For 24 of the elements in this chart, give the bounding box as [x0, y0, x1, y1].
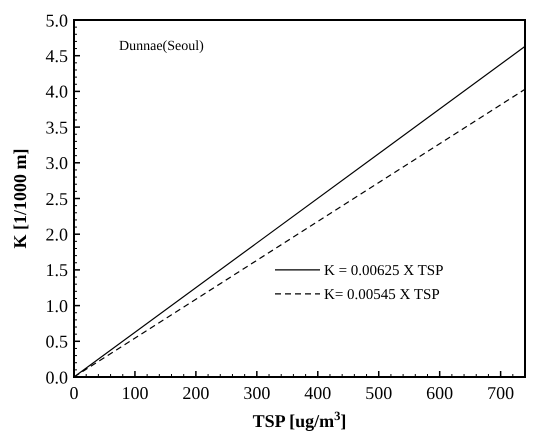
annotation: Dunnae(Seoul) [119, 39, 204, 54]
y-tick-label: 5.0 [46, 10, 68, 30]
x-tick-label: 700 [487, 383, 514, 403]
y-tick-label: 1.0 [46, 296, 68, 316]
x-tick-label: 100 [121, 383, 148, 403]
x-axis-title: TSP [ug/m$^{3}$] [252, 409, 346, 431]
y-tick-label: 0.5 [46, 332, 68, 352]
y-tick-label: 4.5 [46, 46, 68, 66]
y-tick-label: 0.0 [46, 367, 68, 388]
y-tick-label: 3.0 [46, 153, 68, 174]
y-tick-label: 1.5 [46, 260, 68, 280]
legend-label: K = 0.00625 X TSP [324, 263, 444, 280]
y-axis-title: K [1/1000 m] [10, 148, 30, 248]
y-tick-label: 4.0 [46, 82, 68, 102]
x-tick-label: 400 [304, 383, 332, 403]
x-tick-label: 500 [365, 383, 392, 403]
y-tick-label: 3.5 [46, 117, 68, 138]
x-tick-label: 0 [70, 383, 78, 403]
x-tick-label: 200 [182, 383, 210, 403]
legend-label: K= 0.00545 X TSP [324, 287, 440, 304]
x-tick-label: 300 [243, 383, 270, 403]
y-tick-label: 2.0 [46, 224, 68, 244]
y-tick-label: 2.5 [46, 188, 68, 209]
x-tick-label: 600 [426, 383, 454, 403]
